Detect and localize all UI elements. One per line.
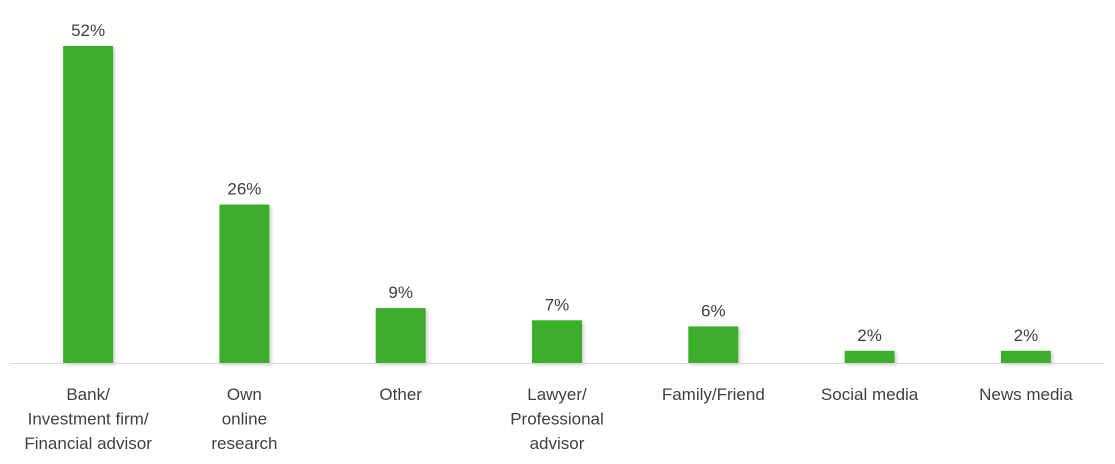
value-labels-layer: 52% 26% 9% 7% 6% 2% 2% [71, 21, 1038, 345]
value-label-3: 7% [545, 295, 570, 314]
category-label-2-line-0: Other [379, 385, 422, 404]
bar-6 [1001, 351, 1051, 363]
category-label-0: Bank/Investment firm/Financial advisor [24, 385, 152, 453]
category-label-6-line-0: News media [979, 385, 1073, 404]
bar-4 [688, 326, 738, 363]
category-label-1-line-2: research [211, 434, 277, 453]
category-label-6: News media [979, 385, 1073, 404]
bar-3 [532, 320, 582, 363]
category-label-4-line-0: Family/Friend [662, 385, 765, 404]
category-label-2: Other [379, 385, 422, 404]
category-label-3-line-2: advisor [530, 434, 585, 453]
category-labels-layer: Bank/Investment firm/Financial advisor Ow… [24, 385, 1073, 453]
bar-0 [63, 46, 113, 363]
category-label-1-line-0: Own [227, 385, 262, 404]
bars-layer [63, 46, 1051, 363]
category-label-3: Lawyer/Professional advisor [510, 385, 604, 453]
value-label-6: 2% [1014, 326, 1039, 345]
category-label-5-line-0: Social media [821, 385, 919, 404]
value-label-5: 2% [857, 326, 882, 345]
category-label-1: Own online research [211, 385, 277, 453]
bar-2 [376, 308, 426, 363]
category-label-0-line-2: Financial advisor [24, 434, 152, 453]
category-label-3-line-1: Professional [510, 410, 604, 429]
bar-1 [219, 205, 269, 364]
category-label-4: Family/Friend [662, 385, 765, 404]
value-label-0: 52% [71, 21, 105, 40]
category-label-1-line-1: online [222, 410, 267, 429]
bar-5 [845, 351, 895, 363]
category-label-0-line-1: Investment firm/ [28, 410, 149, 429]
value-label-4: 6% [701, 301, 726, 320]
category-label-0-line-0: Bank/ [66, 385, 110, 404]
value-label-2: 9% [388, 283, 413, 302]
value-label-1: 26% [227, 180, 261, 199]
category-label-3-line-0: Lawyer/ [527, 385, 587, 404]
category-label-5: Social media [821, 385, 919, 404]
